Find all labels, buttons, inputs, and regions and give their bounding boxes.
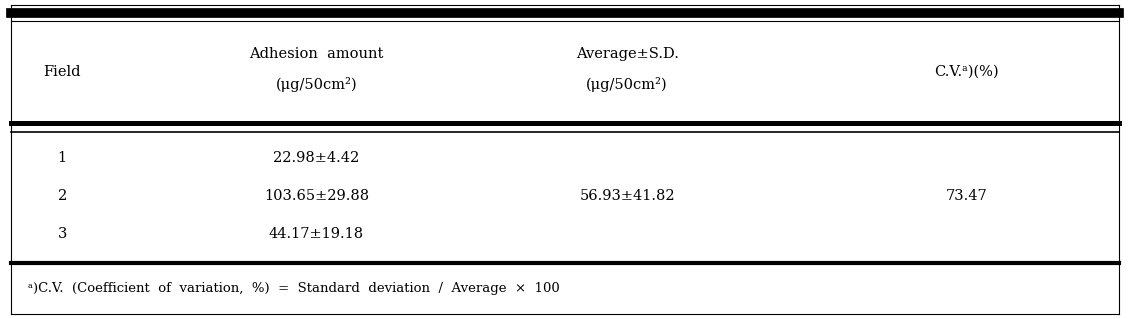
Text: C.V.ᵃ)(%): C.V.ᵃ)(%) xyxy=(933,65,999,79)
Text: ᵃ)C.V.  (Coefficient  of  variation,  %)  =  Standard  deviation  /  Average  × : ᵃ)C.V. (Coefficient of variation, %) = S… xyxy=(28,282,560,295)
Text: Field: Field xyxy=(43,65,81,79)
Text: (μg/50cm²): (μg/50cm²) xyxy=(586,77,668,92)
Text: Adhesion  amount: Adhesion amount xyxy=(250,47,383,61)
Text: (μg/50cm²): (μg/50cm²) xyxy=(276,77,357,92)
Text: Average±S.D.: Average±S.D. xyxy=(575,47,679,61)
Text: 2: 2 xyxy=(58,189,67,203)
Text: 56.93±41.82: 56.93±41.82 xyxy=(580,189,675,203)
Text: 103.65±29.88: 103.65±29.88 xyxy=(263,189,370,203)
Text: 1: 1 xyxy=(58,151,67,165)
Text: 3: 3 xyxy=(58,227,67,241)
Text: 73.47: 73.47 xyxy=(946,189,986,203)
Text: 44.17±19.18: 44.17±19.18 xyxy=(269,227,364,241)
Text: 22.98±4.42: 22.98±4.42 xyxy=(273,151,359,165)
